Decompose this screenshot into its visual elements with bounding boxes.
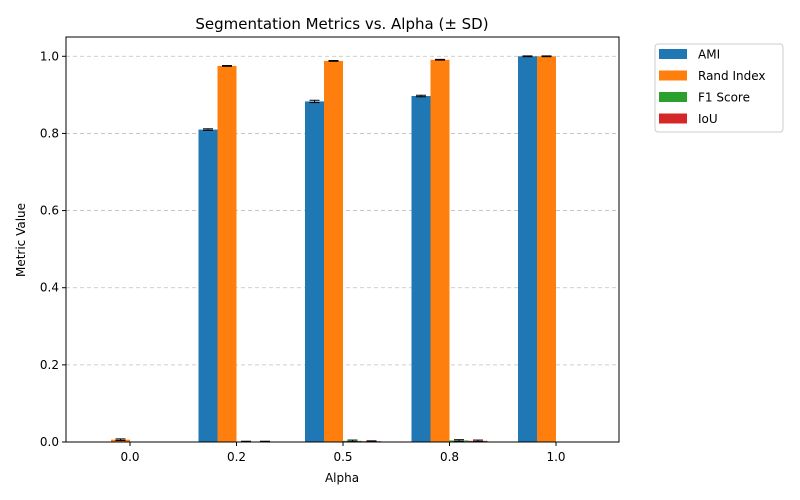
legend-label: AMI <box>698 48 720 62</box>
y-tick-label: 1.0 <box>40 49 59 63</box>
bar <box>537 56 556 443</box>
legend-label: IoU <box>698 112 718 126</box>
x-axis-label: Alpha <box>325 471 359 485</box>
bar <box>518 56 537 443</box>
legend-swatch <box>659 92 687 102</box>
x-tick-label: 0.0 <box>120 450 139 464</box>
bar <box>198 129 218 443</box>
y-tick-label: 0.4 <box>40 281 59 295</box>
x-tick-label: 0.5 <box>333 450 352 464</box>
bar <box>324 60 343 443</box>
legend: AMI Rand Index F1 Score IoU <box>654 43 784 133</box>
bar <box>217 65 237 442</box>
legend-swatch <box>659 70 687 81</box>
bars <box>111 56 556 443</box>
legend-swatch <box>659 49 687 59</box>
legend-box <box>654 43 784 133</box>
y-axis-label: Metric Value <box>14 203 28 277</box>
legend-swatch <box>659 113 687 124</box>
chart-title: Segmentation Metrics vs. Alpha (± SD) <box>195 15 488 33</box>
bar <box>305 101 324 443</box>
legend-label: Rand Index <box>698 69 766 83</box>
x-tick-label: 1.0 <box>546 450 565 464</box>
x-axis-ticks: 0.0 0.2 0.5 0.8 1.0 <box>120 442 566 464</box>
x-tick-label: 0.2 <box>227 450 246 464</box>
x-tick-label: 0.8 <box>440 450 459 464</box>
y-axis-ticks: 0.0 0.2 0.4 0.6 0.8 1.0 <box>40 49 66 449</box>
bar <box>430 59 450 442</box>
y-tick-label: 0.2 <box>40 358 59 372</box>
y-tick-label: 0.8 <box>40 126 59 140</box>
legend-label: F1 Score <box>698 91 750 105</box>
y-tick-label: 0.6 <box>40 204 59 218</box>
bar <box>411 96 431 442</box>
y-tick-label: 0.0 <box>40 435 59 449</box>
